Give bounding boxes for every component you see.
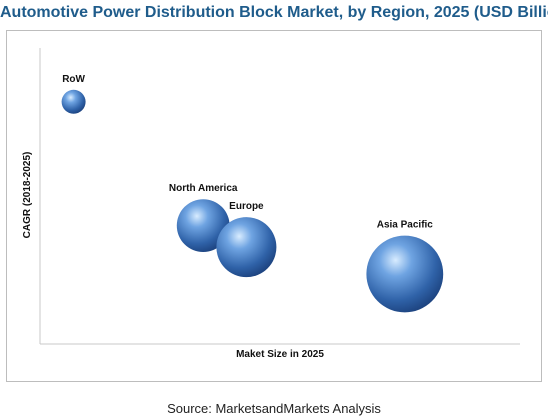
x-axis-label: Maket Size in 2025 (236, 349, 324, 360)
chart-title: Automotive Power Distribution Block Mark… (0, 4, 548, 21)
source-note: Source: MarketsandMarkets Analysis (167, 401, 381, 416)
bubble-europe (216, 217, 277, 278)
y-axis-label: CAGR (2018-2025) (22, 152, 33, 239)
bubble-series: RoW North America Europe Asia Pacific (61, 74, 444, 313)
bubble-label-row: RoW (62, 74, 85, 85)
bubble-label-north-america: North America (169, 183, 238, 194)
bubble-chart: Maket Size in 2025 CAGR (2018-2025) RoW N… (22, 48, 520, 360)
chart-frame (6, 30, 542, 382)
bubble-label-asia-pacific: Asia Pacific (377, 220, 434, 231)
bubble-north-america (176, 199, 230, 253)
bubble-row (61, 89, 86, 114)
bubble-label-europe: Europe (229, 201, 264, 212)
bubble-asia-pacific (366, 235, 444, 313)
